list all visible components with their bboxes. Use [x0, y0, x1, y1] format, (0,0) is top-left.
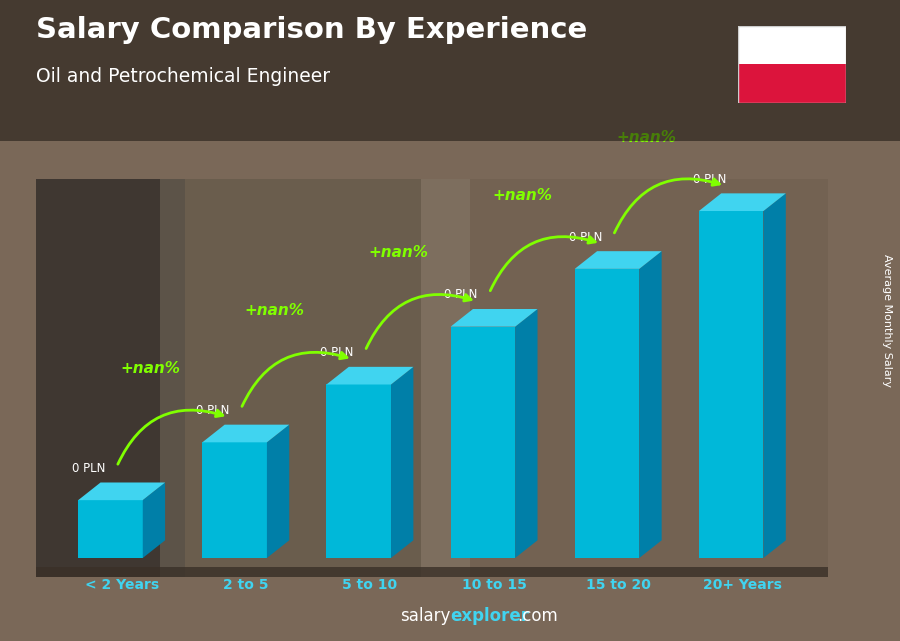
Polygon shape [575, 269, 639, 558]
Text: 0 PLN: 0 PLN [196, 404, 230, 417]
Text: 10 to 15: 10 to 15 [462, 578, 526, 592]
Text: +nan%: +nan% [244, 303, 304, 319]
Polygon shape [451, 327, 515, 558]
Text: < 2 Years: < 2 Years [85, 578, 158, 592]
Text: 2 to 5: 2 to 5 [223, 578, 268, 592]
Polygon shape [267, 424, 289, 558]
Text: +nan%: +nan% [368, 246, 428, 260]
Text: +nan%: +nan% [616, 129, 677, 145]
Text: Oil and Petrochemical Engineer: Oil and Petrochemical Engineer [36, 67, 330, 87]
Polygon shape [451, 309, 537, 327]
Text: explorer: explorer [450, 607, 529, 625]
Text: salary: salary [400, 607, 450, 625]
Text: 0 PLN: 0 PLN [320, 346, 354, 359]
Text: 15 to 20: 15 to 20 [586, 578, 651, 592]
Polygon shape [575, 251, 662, 269]
Text: 20+ Years: 20+ Years [703, 578, 782, 592]
Polygon shape [391, 367, 413, 558]
Polygon shape [202, 442, 267, 558]
Polygon shape [78, 483, 165, 500]
Bar [738, 26, 846, 64]
Polygon shape [143, 483, 165, 558]
Text: 5 to 10: 5 to 10 [342, 578, 398, 592]
Bar [421, 135, 855, 577]
Polygon shape [327, 367, 413, 385]
Polygon shape [639, 251, 662, 558]
Polygon shape [327, 385, 391, 558]
Text: 0 PLN: 0 PLN [693, 173, 726, 186]
Text: 0 PLN: 0 PLN [569, 231, 602, 244]
Bar [738, 64, 846, 103]
Polygon shape [699, 211, 763, 558]
Text: 0 PLN: 0 PLN [72, 462, 105, 475]
Polygon shape [699, 194, 786, 211]
Polygon shape [202, 424, 289, 442]
Text: +nan%: +nan% [121, 361, 180, 376]
Text: Salary Comparison By Experience: Salary Comparison By Experience [36, 16, 587, 44]
Bar [36, 567, 828, 577]
Text: +nan%: +nan% [492, 188, 553, 203]
Bar [160, 135, 471, 577]
Text: Average Monthly Salary: Average Monthly Salary [881, 254, 892, 387]
Polygon shape [763, 194, 786, 558]
Bar [36, 135, 185, 577]
Polygon shape [515, 309, 537, 558]
Text: 0 PLN: 0 PLN [445, 288, 478, 301]
Polygon shape [78, 500, 143, 558]
Text: .com: .com [518, 607, 558, 625]
